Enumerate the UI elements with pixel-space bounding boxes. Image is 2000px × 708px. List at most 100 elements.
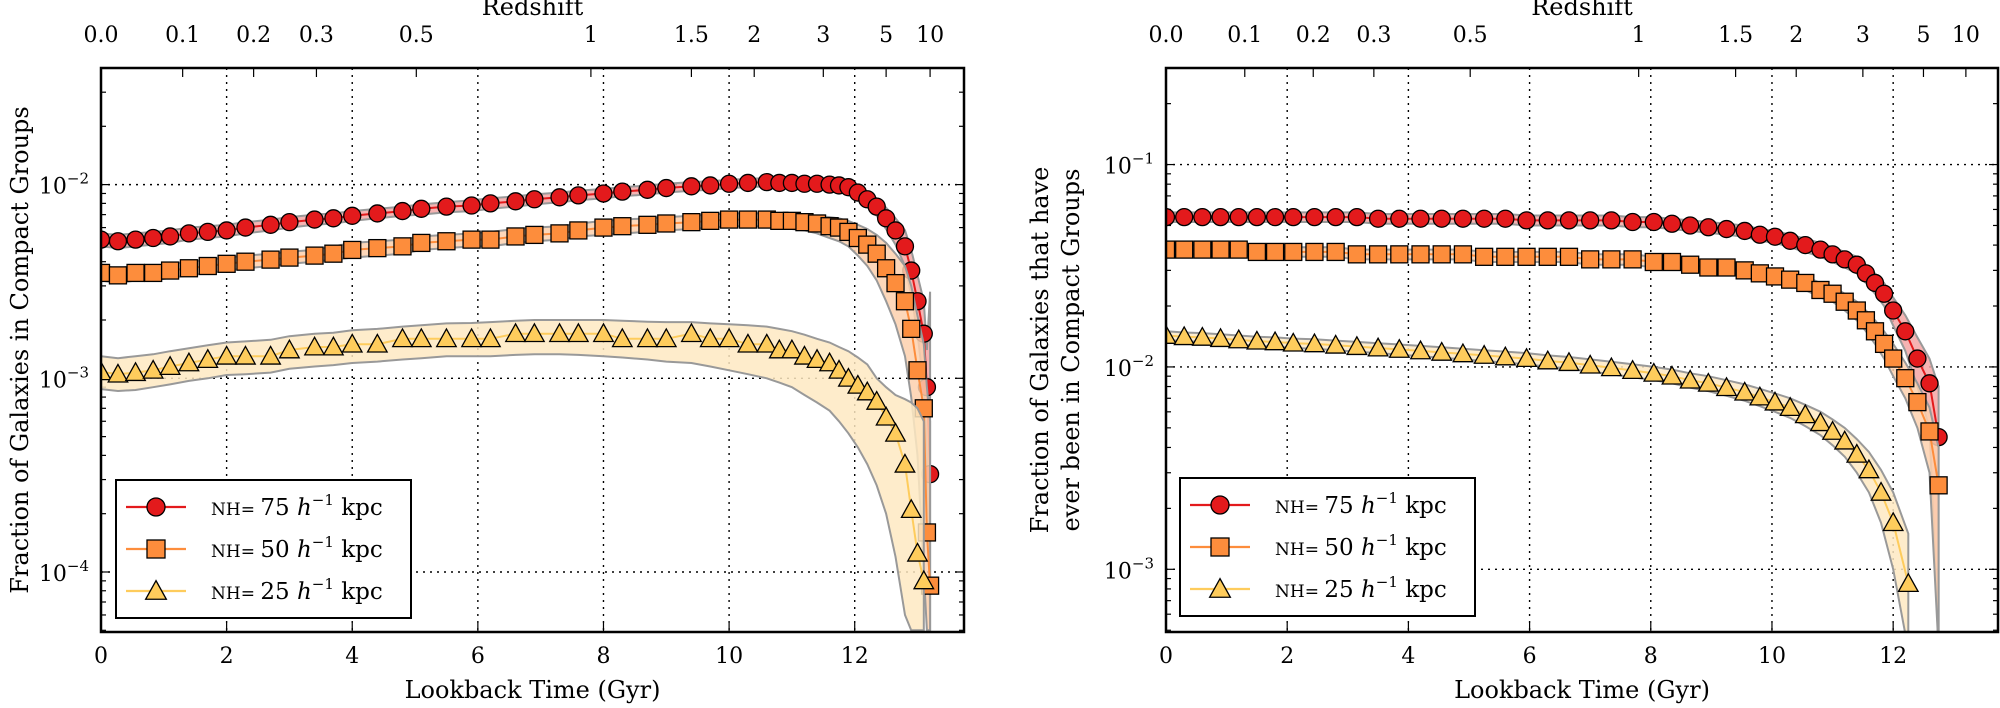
data-point <box>1623 212 1642 232</box>
data-point <box>1908 392 1927 412</box>
data-point <box>1517 211 1536 230</box>
data-point <box>1368 209 1388 228</box>
data-point <box>462 196 481 215</box>
data-point <box>523 322 546 343</box>
data-point <box>1538 247 1557 266</box>
top-tick-label: 0.2 <box>1296 23 1331 48</box>
data-point <box>611 327 634 348</box>
data-point <box>886 221 905 240</box>
data-point <box>548 322 571 343</box>
x-tick-label: 0 <box>1159 644 1173 669</box>
data-point <box>1558 351 1580 372</box>
x-tick-label: 4 <box>1401 644 1415 669</box>
square-marker-icon <box>1210 537 1230 557</box>
data-point <box>1388 338 1411 358</box>
top-axis-label: Redshift <box>1531 0 1633 21</box>
top-tick-label: 0.2 <box>236 23 271 48</box>
data-point <box>1796 235 1815 255</box>
top-tick-label: 0.3 <box>299 23 334 48</box>
data-point <box>1602 250 1621 269</box>
data-point <box>1884 349 1903 368</box>
data-point <box>1733 381 1756 401</box>
y-axis-label: ever been in Compact Groups <box>1057 169 1085 532</box>
data-point <box>680 322 703 343</box>
data-point <box>875 406 897 426</box>
data-point <box>1602 211 1621 230</box>
data-point <box>126 263 145 283</box>
data-point <box>1794 403 1817 424</box>
data-point <box>1884 301 1903 320</box>
data-point <box>236 252 255 271</box>
data-point <box>1765 227 1785 246</box>
data-point <box>638 180 657 199</box>
data-point <box>126 230 145 249</box>
data-point <box>259 345 282 365</box>
data-point <box>143 263 163 283</box>
data-point <box>1175 207 1194 227</box>
legend-item: NH= 75 h−1 kpc <box>1190 489 1447 519</box>
plot-area <box>101 172 940 632</box>
data-point <box>1247 242 1267 262</box>
data-point <box>324 209 343 228</box>
data-point <box>481 230 500 249</box>
y-tick-label: 10−3 <box>1104 554 1154 584</box>
legend-label: NH= 75 h−1 kpc <box>211 491 383 521</box>
top-tick-label: 0.1 <box>165 23 200 48</box>
axes-frame <box>99 66 966 634</box>
data-point <box>1474 247 1494 266</box>
x-tick-label: 4 <box>345 644 359 669</box>
data-point <box>159 355 181 376</box>
data-point <box>1452 342 1474 363</box>
data-point <box>479 327 502 348</box>
data-point <box>638 215 657 234</box>
data-point <box>655 327 678 348</box>
data-point <box>1347 207 1367 227</box>
x-tick-label: 10 <box>1758 644 1786 669</box>
data-point <box>412 199 431 218</box>
data-point <box>1538 211 1557 230</box>
data-point <box>1193 240 1212 259</box>
data-point <box>341 333 364 353</box>
data-point <box>550 224 569 243</box>
legend-item: NH= 50 h−1 kpc <box>126 533 383 563</box>
data-point <box>1623 250 1642 269</box>
data-point <box>682 177 701 196</box>
data-point <box>1264 330 1286 351</box>
data-point <box>525 190 544 209</box>
data-point <box>1227 328 1250 349</box>
legend-item: NH= 25 h−1 kpc <box>126 575 383 605</box>
legend-label: NH= 50 h−1 kpc <box>1275 531 1447 561</box>
data-point <box>393 237 412 256</box>
data-point <box>142 359 165 379</box>
data-point <box>1265 207 1285 227</box>
top-tick-label: 10 <box>1952 23 1980 48</box>
data-point <box>1765 267 1785 286</box>
data-point <box>1750 264 1770 283</box>
top-tick-label: 1 <box>584 23 598 48</box>
data-point <box>906 542 929 562</box>
triangle-marker-icon <box>1208 577 1232 598</box>
data-point <box>781 338 803 359</box>
data-point <box>1600 356 1623 377</box>
data-point <box>1193 207 1212 227</box>
data-point <box>1166 240 1176 259</box>
data-point <box>1874 284 1894 303</box>
data-point <box>160 261 180 280</box>
data-point <box>1229 240 1248 259</box>
data-point <box>179 259 199 278</box>
data-point <box>894 453 916 473</box>
top-tick-label: 0.0 <box>1149 23 1184 48</box>
y-axis-label: Fraction of Galaxies that have <box>1026 167 1054 534</box>
data-point <box>1870 481 1892 501</box>
data-point <box>1411 209 1430 228</box>
data-point <box>236 218 255 237</box>
data-point <box>1579 354 1602 374</box>
data-point <box>1621 359 1644 379</box>
data-point <box>818 351 841 372</box>
data-point <box>594 184 613 203</box>
data-point <box>1432 245 1451 264</box>
data-point <box>1247 207 1267 227</box>
right-panel: 0 2 4 6 8 10 12 10−3 10−2 10−1 0.0 0.1 0.2 0.3 0.5 1 1.5… <box>1026 0 2000 704</box>
data-point <box>718 327 740 348</box>
x-tick-label: 2 <box>1280 644 1294 669</box>
